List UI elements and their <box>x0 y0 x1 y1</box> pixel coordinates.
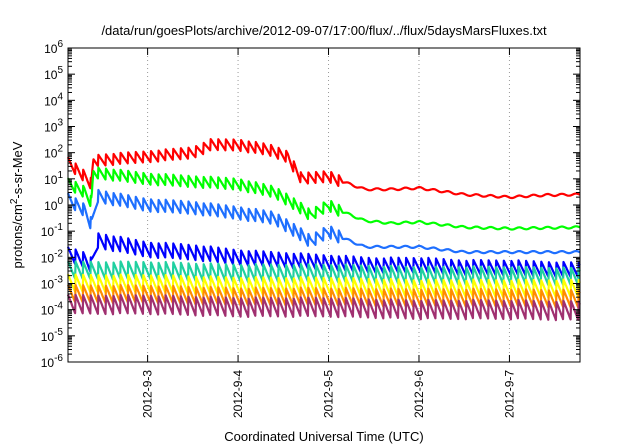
y-tick-label: 10-1 <box>41 222 64 239</box>
series-line-4 <box>66 232 581 279</box>
series-line-1 <box>66 138 581 200</box>
x-axis-title: Coordinated Universal Time (UTC) <box>224 429 423 444</box>
y-axis-title: protons/cm2-s-sr-MeV <box>9 141 25 268</box>
x-tick-label: 2012-9-6 <box>412 370 426 418</box>
series-line-5 <box>66 260 581 287</box>
y-tick-label: 10-6 <box>41 353 64 370</box>
y-tick-label: 10-2 <box>41 248 64 265</box>
y-tick-label: 100 <box>44 196 63 213</box>
series-group <box>66 138 581 322</box>
x-tick-label: 2012-9-5 <box>322 370 336 418</box>
x-tick-label: 2012-9-4 <box>231 370 245 418</box>
series-line-7 <box>66 283 581 309</box>
y-tick-label: 106 <box>44 39 63 56</box>
chart-title: /data/run/goesPlots/archive/2012-09-07/1… <box>101 23 547 38</box>
y-tick-label: 101 <box>44 170 63 187</box>
y-tick-label: 104 <box>44 91 63 108</box>
y-axis: 10-6 10-5 10-4 10-3 10-2 10-1 100 101 102 103 104 1… <box>41 39 580 370</box>
y-tick-label: 102 <box>44 144 63 161</box>
x-axis: 2012-9-3 2012-9-4 2012-9-5 2012-9-6 2012-9-7 <box>141 48 516 418</box>
series-line-8 <box>66 293 581 322</box>
y-tick-label: 10-3 <box>41 275 64 292</box>
y-tick-label: 10-5 <box>41 327 64 344</box>
series-line-2 <box>66 166 581 231</box>
series-line-3 <box>66 188 581 255</box>
x-tick-label: 2012-9-3 <box>141 370 155 418</box>
series-line-6 <box>66 273 581 299</box>
x-tick-label: 2012-9-7 <box>502 370 516 418</box>
y-tick-label: 103 <box>44 118 63 135</box>
y-tick-label: 105 <box>44 65 63 82</box>
y-tick-label: 10-4 <box>41 301 64 318</box>
